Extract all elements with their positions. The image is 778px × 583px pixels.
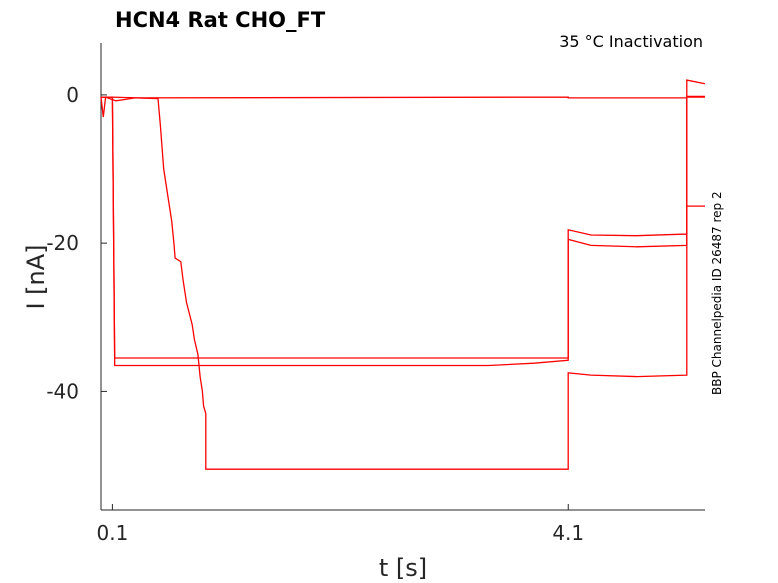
- y-tick-label: -40: [46, 379, 79, 403]
- chart-subtitle: 35 °C Inactivation: [559, 32, 703, 51]
- x-tick-label: 4.1: [552, 521, 584, 545]
- current-trace-1: [101, 96, 705, 359]
- current-trace-2: [101, 96, 705, 367]
- y-axis-label: I [nA]: [22, 244, 50, 309]
- x-axis-label: t [s]: [379, 554, 427, 582]
- chart-title: HCN4 Rat CHO_FT: [115, 8, 326, 32]
- current-trace-4: [100, 95, 705, 118]
- ticks: 0.1 4.1 0 -20 -40: [46, 83, 584, 545]
- traces: [100, 79, 706, 470]
- y-tick-label: 0: [66, 83, 79, 107]
- current-trace-3: [101, 79, 706, 470]
- x-tick-label: 0.1: [96, 521, 128, 545]
- y-tick-label: -20: [46, 231, 79, 255]
- side-label: BBP Channelpedia ID 26487 rep 2: [710, 191, 724, 395]
